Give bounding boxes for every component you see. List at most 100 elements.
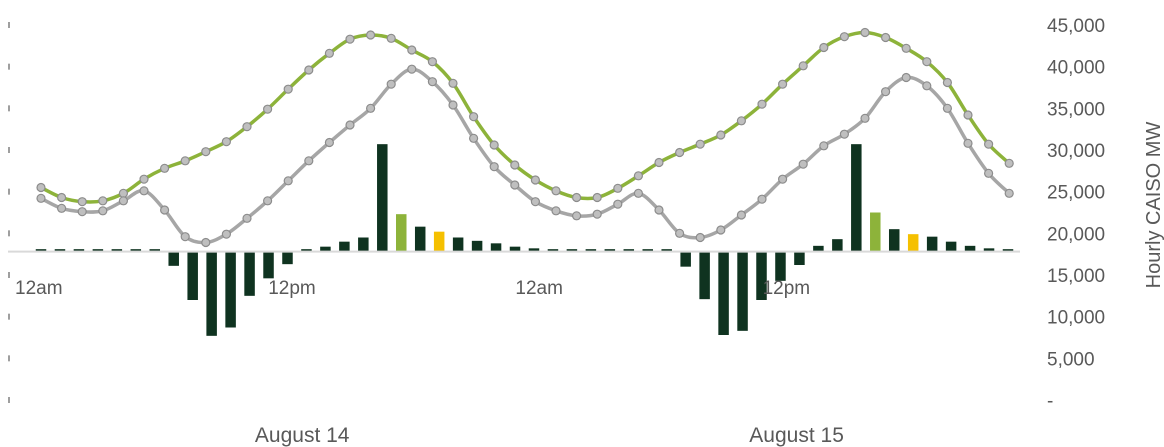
day-label: August 15: [749, 424, 844, 447]
series-point: [880, 32, 891, 43]
series-point: [448, 78, 458, 88]
series-point: [77, 207, 87, 217]
series-point: [263, 104, 273, 114]
series-point: [345, 34, 355, 44]
bar: [983, 248, 995, 252]
series-point: [139, 174, 149, 184]
line-series: [36, 27, 1014, 248]
bar: [623, 249, 635, 252]
series-point: [489, 140, 499, 150]
series-point: [448, 100, 458, 110]
series-point: [510, 180, 520, 190]
series-point: [592, 209, 602, 219]
bar: [661, 249, 672, 252]
bar: [604, 249, 616, 252]
series-point: [777, 79, 788, 89]
series-point: [160, 163, 170, 173]
bar: [54, 249, 66, 252]
series-point: [283, 176, 293, 186]
y-tick-label: 40,000: [1047, 58, 1105, 79]
series-point: [777, 174, 788, 184]
bar: [433, 231, 445, 252]
bar: [282, 251, 293, 265]
y-tick-label: 30,000: [1047, 141, 1105, 162]
series-point: [613, 199, 623, 209]
series-point: [324, 137, 334, 148]
series-point: [201, 237, 211, 248]
series-point: [427, 57, 437, 67]
bar: [907, 234, 919, 252]
bar: [870, 212, 881, 252]
bar: [680, 251, 691, 267]
y-axis-title: Hourly CAISO MW: [1143, 122, 1164, 289]
series-point: [901, 43, 911, 53]
series-point: [366, 103, 376, 113]
series-point: [819, 42, 829, 53]
bar: [945, 241, 957, 252]
series-point: [221, 137, 231, 147]
series-point: [674, 228, 685, 238]
series-point: [592, 192, 602, 203]
series-point: [530, 175, 541, 185]
series-point: [469, 112, 479, 122]
series-point: [963, 138, 973, 148]
series-point: [36, 182, 46, 193]
bar: [1002, 249, 1014, 252]
series-point: [56, 192, 67, 203]
bar: [888, 229, 900, 252]
bar: [547, 249, 559, 252]
series-point: [880, 87, 891, 97]
series-point: [56, 203, 67, 213]
bar: [718, 251, 729, 335]
bar: [225, 251, 236, 328]
series-point: [983, 139, 994, 149]
series-point: [963, 110, 973, 120]
series-point: [983, 168, 994, 178]
series-point: [901, 72, 911, 83]
bar: [566, 249, 578, 252]
series-point: [695, 232, 705, 243]
series-point: [469, 133, 479, 143]
y-tick-label: 15,000: [1047, 266, 1105, 287]
bar: [130, 249, 142, 252]
series-point: [942, 103, 953, 113]
series-point: [180, 232, 190, 242]
series-point: [942, 77, 953, 88]
bar: [794, 251, 805, 265]
series-point: [242, 122, 252, 132]
series-point: [716, 225, 726, 235]
bar: [775, 251, 786, 281]
bar: [339, 241, 350, 252]
series-point: [530, 197, 541, 207]
bar: [168, 251, 179, 266]
series-point: [736, 210, 747, 220]
bar: [851, 144, 862, 252]
series-point: [654, 157, 664, 168]
y-tick-label: 5,000: [1047, 349, 1095, 370]
bar: [244, 251, 255, 296]
bar: [642, 249, 653, 252]
series-point: [221, 229, 231, 239]
y-tick-label: -: [1047, 391, 1053, 412]
series-point: [716, 130, 726, 140]
bar: [813, 245, 824, 252]
day-labels: August 14 August 15: [255, 424, 844, 447]
series-point: [860, 27, 870, 38]
series-point: [427, 77, 437, 87]
series-point: [304, 156, 314, 166]
series-point: [757, 99, 767, 109]
series-point: [510, 160, 520, 170]
series-point: [160, 205, 170, 215]
y-tick-label: 45,000: [1047, 16, 1105, 37]
series-point: [407, 45, 417, 55]
bar: [832, 239, 843, 252]
bar: [111, 249, 123, 252]
bar: [509, 246, 521, 252]
bar: [149, 249, 161, 252]
bar: [206, 251, 217, 336]
series-point: [324, 48, 334, 58]
series-point: [674, 147, 685, 158]
series-point: [77, 197, 87, 207]
series-point: [819, 141, 829, 151]
bar: [320, 246, 331, 252]
